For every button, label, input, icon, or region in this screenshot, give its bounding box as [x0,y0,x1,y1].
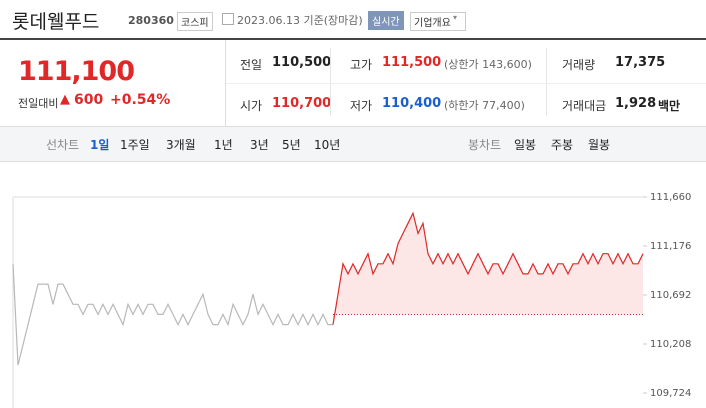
cell-label: 저가 [350,99,373,113]
change: 600 [74,92,104,108]
period-tab[interactable]: 10년 [314,138,341,152]
y-tick-label: 111,176 [650,241,691,252]
divider [330,48,331,116]
cell-label: 전일 [240,58,263,72]
period-tab[interactable]: 1년 [214,138,233,152]
cell-note: (상한가 143,600) [444,58,532,71]
y-tick-label: 111,660 [650,192,691,203]
period-tab[interactable]: 1주일 [120,138,150,152]
up-arrow: ▲ [60,92,70,107]
divider [226,83,706,84]
market-badge: 코스피 [177,12,213,31]
stock-code: 280360 [128,14,174,27]
period-tab[interactable]: 1일 [90,138,110,152]
cell-note: (하한가 77,400) [444,99,525,112]
tab-label: 선차트 [46,138,80,152]
price: 111,100 [18,56,135,87]
cell-label: 시가 [240,99,263,113]
cell-value: 111,500 [382,55,442,70]
date: 2023.06.13 기준(장마감) [237,14,363,27]
cell-label: 거래대금 [562,99,607,113]
cell-value: 1,928 [615,96,657,111]
price-line [12,263,333,366]
y-tick-label: 109,724 [650,388,691,399]
candle-tab[interactable]: 주봉 [551,138,574,152]
period-tab[interactable]: 3년 [250,138,269,152]
period-tab[interactable]: 5년 [282,138,301,152]
calendar-icon [222,13,234,25]
company-info-button[interactable]: 기업개요 [410,12,466,31]
cell-unit: 백만 [658,99,681,113]
realtime-button[interactable]: 실시간 [368,11,404,30]
divider [225,40,226,126]
cell-label: 고가 [350,58,373,72]
cell-value: 110,500 [272,55,332,70]
price-line [332,211,644,325]
y-tick-label: 110,692 [650,290,691,301]
period-tab[interactable]: 3개월 [166,138,196,152]
header: 롯데웰푸드 280360 코스피 2023.06.13 기준(장마감) 실시간 … [0,0,706,40]
cell-value: 17,375 [615,55,666,70]
area [333,213,643,325]
divider [546,48,547,116]
cell-label: 거래량 [562,58,596,72]
change-rate: +0.54% [110,92,171,108]
dropdown-arrow: ▾ [453,13,458,22]
tab-bar: 선차트 1일 1주일 3개월 1년 3년 5년 10년 봉차트 일봉 주봉 월봉 [0,126,706,162]
cell-value: 110,400 [382,96,442,111]
stock-name: 롯데웰푸드 [12,11,100,33]
tab-label: 봉차트 [468,138,502,152]
candle-tab[interactable]: 월봉 [588,138,611,152]
y-tick-label: 110,208 [650,339,691,350]
cell-value: 110,700 [272,96,332,111]
candle-tab[interactable]: 일봉 [514,138,537,152]
chart: 111,660 111,176 110,692 110,208 109,724 [12,192,691,408]
change-label: 전일대비 [18,97,59,110]
